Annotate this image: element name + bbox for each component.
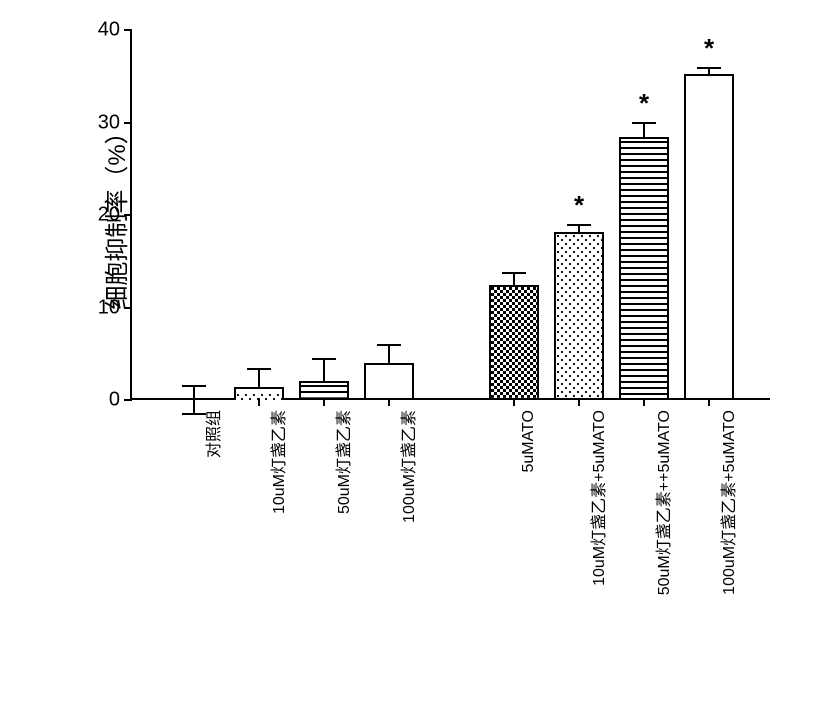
significance-marker: * <box>574 190 584 221</box>
error-cap <box>312 358 336 360</box>
error-cap <box>377 344 401 346</box>
chart-container: 细胞抑制率（%） 010203040*** 对照组10uM灯盏乙素50uM灯盏乙… <box>0 0 826 720</box>
x-tick <box>578 398 580 406</box>
y-tick-label: 0 <box>109 389 120 412</box>
bar <box>364 363 414 398</box>
error-bar <box>708 68 710 76</box>
x-label: 50uM灯盏乙素 <box>330 410 354 514</box>
x-tick <box>388 398 390 406</box>
plot-area: 010203040*** <box>130 30 770 400</box>
error-cap <box>697 67 721 69</box>
bar <box>619 137 669 398</box>
y-tick-label: 30 <box>98 111 120 134</box>
x-tick <box>323 398 325 406</box>
error-cap <box>632 122 656 124</box>
y-tick <box>124 399 132 401</box>
error-bar <box>258 369 260 388</box>
error-bar <box>578 225 580 234</box>
x-tick <box>513 398 515 406</box>
bar <box>299 381 349 398</box>
error-bar <box>323 359 325 383</box>
y-tick <box>124 122 132 124</box>
bar <box>554 232 604 398</box>
y-tick-label: 20 <box>98 204 120 227</box>
bar <box>489 285 539 398</box>
error-cap <box>502 272 526 274</box>
x-label: 10uM灯盏乙素+5uMATO <box>585 410 609 586</box>
x-tick <box>708 398 710 406</box>
x-label: 10uM灯盏乙素 <box>265 410 289 514</box>
y-tick-label: 10 <box>98 296 120 319</box>
x-label: 50uM灯盏乙素++5uMATO <box>650 410 674 595</box>
error-bar <box>643 123 645 140</box>
x-tick <box>193 398 195 406</box>
significance-marker: * <box>704 33 714 64</box>
error-bar <box>513 273 515 287</box>
x-tick <box>643 398 645 406</box>
x-label: 100uM灯盏乙素 <box>395 410 419 523</box>
x-tick <box>258 398 260 406</box>
x-label: 对照组 <box>200 410 224 458</box>
y-tick <box>124 214 132 216</box>
error-cap <box>247 368 271 370</box>
error-cap <box>567 224 591 226</box>
x-label: 5uMATO <box>520 410 538 473</box>
x-label: 100uM灯盏乙素+5uMATO <box>715 410 739 595</box>
error-bar <box>388 345 390 365</box>
y-tick <box>124 307 132 309</box>
error-cap <box>182 385 206 387</box>
significance-marker: * <box>639 88 649 119</box>
bar <box>684 74 734 398</box>
y-tick-label: 40 <box>98 19 120 42</box>
y-tick <box>124 29 132 31</box>
